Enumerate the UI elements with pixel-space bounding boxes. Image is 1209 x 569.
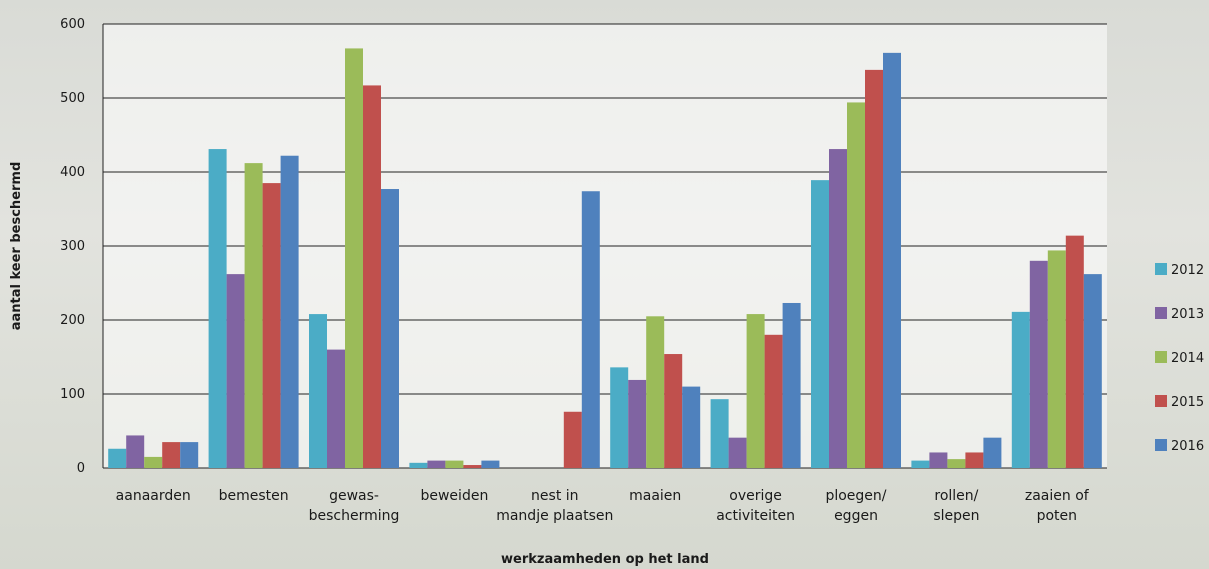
bar-2016 <box>280 155 299 468</box>
bar-2015 <box>865 69 883 468</box>
x-category-label: zaaien of poten <box>1025 488 1090 524</box>
bar-2015 <box>363 85 381 469</box>
x-category-label: maaien <box>629 488 681 504</box>
bar-2014 <box>746 314 765 468</box>
bar-2013 <box>829 149 847 468</box>
bar-2014 <box>445 460 464 468</box>
legend-swatch <box>1155 307 1167 319</box>
x-category-label-line: maaien <box>629 488 681 504</box>
x-category-label: beweiden <box>420 488 488 504</box>
bar-2016 <box>1083 274 1102 468</box>
x-category-label-line: mandje plaatsen <box>496 508 613 524</box>
bar-2015 <box>463 465 482 468</box>
x-category-label-line: activiteiten <box>716 508 795 524</box>
bar-2012 <box>309 314 327 468</box>
bar-2012 <box>911 460 930 468</box>
x-category-label: ploegen/eggen <box>825 488 886 524</box>
bar-2014 <box>244 163 263 468</box>
bar-2013 <box>126 435 145 468</box>
legend: 2012 2013 2014 2015 2016 <box>1155 263 1204 454</box>
bars <box>108 48 1102 469</box>
x-category-label-line: gewas- <box>329 488 379 504</box>
x-category-label-line: slepen <box>933 508 979 524</box>
legend-swatch <box>1155 439 1167 451</box>
y-tick-label: 0 <box>77 461 85 476</box>
y-tick-label: 200 <box>60 313 85 328</box>
legend-label: 2012 <box>1171 263 1204 278</box>
x-category-label-line: poten <box>1037 508 1077 524</box>
y-tick-label: 500 <box>60 91 85 106</box>
y-tick-label: 600 <box>60 17 85 32</box>
x-category-label: overige activiteiten <box>716 488 795 524</box>
y-axis-title: aantal keer beschermd <box>9 162 24 331</box>
bar-2015 <box>965 452 984 468</box>
x-category-label-line: aanaarden <box>116 488 191 504</box>
y-tick-label: 100 <box>60 387 85 402</box>
bar-2013 <box>628 379 647 468</box>
bar-2012 <box>108 448 127 468</box>
x-category-label: nest in mandje plaatsen <box>496 488 613 524</box>
bar-2016 <box>682 386 701 468</box>
bar-2013 <box>929 452 948 468</box>
bar-2014 <box>646 316 665 468</box>
bar-2013 <box>427 460 446 468</box>
bar-2014 <box>345 48 363 469</box>
bar-2016 <box>983 437 1002 468</box>
bar-2015 <box>262 183 281 468</box>
legend-label: 2014 <box>1171 351 1204 366</box>
x-category-label-line: bemesten <box>219 488 289 504</box>
bar-2014 <box>1047 250 1066 468</box>
bar-2014 <box>847 102 865 468</box>
legend-label: 2015 <box>1171 395 1204 410</box>
legend-label: 2016 <box>1171 439 1204 454</box>
bar-2012 <box>610 367 629 468</box>
y-tick-label: 300 <box>60 239 85 254</box>
bar-2016 <box>581 191 600 469</box>
x-category-label-line: bescherming <box>309 508 400 524</box>
bar-2016 <box>782 302 801 468</box>
bar-2013 <box>327 349 345 468</box>
bar-2013 <box>226 274 245 468</box>
bar-2015 <box>162 442 181 468</box>
y-tick-label: 400 <box>60 165 85 180</box>
bar-2012 <box>409 462 428 468</box>
x-category-label-line: ploegen/ <box>825 488 886 504</box>
bar-2014 <box>144 456 163 468</box>
x-category-label: bemesten <box>219 488 289 504</box>
bar-2016 <box>180 442 199 468</box>
legend-swatch <box>1155 395 1167 407</box>
bar-2013 <box>1029 260 1048 468</box>
x-category-label-line: nest in <box>531 488 578 504</box>
bar-2015 <box>764 334 783 468</box>
bar-2013 <box>728 437 747 468</box>
bar-2016 <box>381 189 399 468</box>
legend-swatch <box>1155 263 1167 275</box>
x-axis-title: werkzaamheden op het land <box>501 552 709 567</box>
x-category-labels: aanaarden bemesten gewas-bescherming beweid… <box>116 488 1090 524</box>
legend-label: 2013 <box>1171 307 1204 322</box>
x-category-label-line: beweiden <box>420 488 488 504</box>
x-category-label: aanaarden <box>116 488 191 504</box>
bar-2012 <box>208 149 227 468</box>
x-category-label-line: zaaien of <box>1025 488 1090 504</box>
x-category-label: gewas-bescherming <box>309 488 400 524</box>
x-category-label-line: eggen <box>834 508 878 524</box>
y-tick-labels: 0 100 200 300 400 500 600 <box>60 17 85 476</box>
x-category-label: rollen/slepen <box>933 488 979 524</box>
bar-2015 <box>1065 235 1084 468</box>
legend-swatch <box>1155 351 1167 363</box>
bar-2016 <box>883 52 901 469</box>
bar-2012 <box>1011 311 1030 468</box>
bar-2015 <box>664 354 683 468</box>
bar-2012 <box>811 180 829 468</box>
bar-2012 <box>710 399 729 468</box>
x-category-label-line: overige <box>729 488 782 504</box>
bar-2015 <box>563 411 582 468</box>
bar-2014 <box>947 459 966 468</box>
x-category-label-line: rollen/ <box>934 488 978 504</box>
bar-2016 <box>481 460 500 468</box>
